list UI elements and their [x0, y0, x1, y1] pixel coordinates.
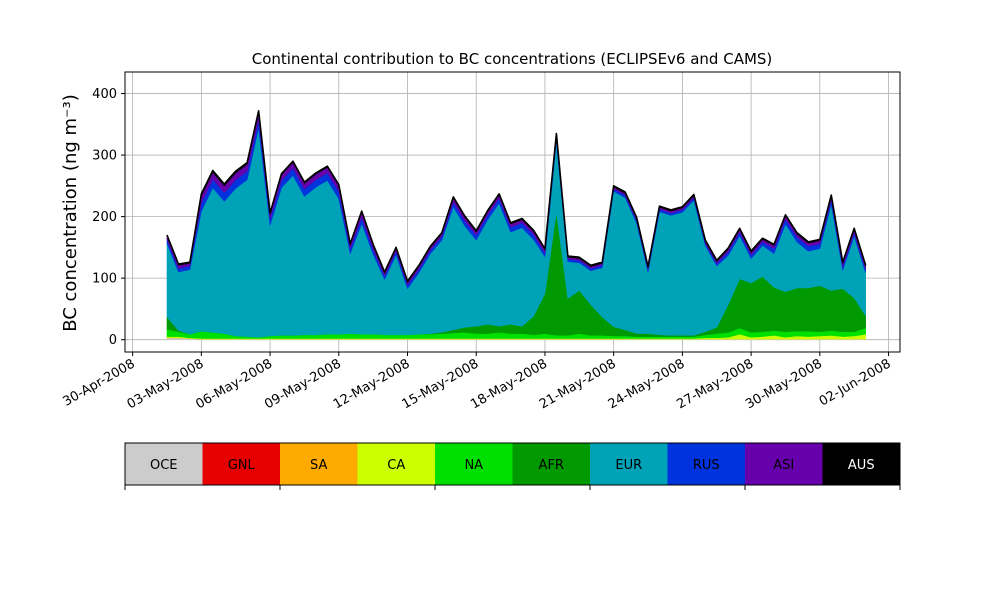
legend-swatch-aus — [822, 443, 900, 485]
y-tick-label: 400 — [92, 87, 117, 102]
legend-swatch-afr — [512, 443, 590, 485]
legend-swatch-asi — [745, 443, 823, 485]
y-tick-label: 0 — [109, 333, 117, 348]
legend-label-aus: AUS — [848, 458, 875, 473]
legend-label-asi: ASI — [773, 458, 794, 473]
legend-label-na: NA — [464, 458, 483, 473]
legend-swatch-na — [435, 443, 513, 485]
total-line — [166, 109, 867, 283]
legend-label-oce: OCE — [150, 458, 178, 473]
legend-label-afr: AFR — [539, 458, 564, 473]
legend-label-rus: RUS — [693, 458, 720, 473]
legend-label-ca: CA — [387, 458, 405, 473]
legend-frame — [124, 442, 901, 486]
stacked-areas — [166, 109, 867, 340]
y-tick-label: 300 — [92, 149, 117, 164]
legend-swatch-eur — [590, 443, 668, 485]
legend-label-eur: EUR — [615, 458, 642, 473]
legend-label-sa: SA — [310, 458, 327, 473]
plot-frame — [124, 71, 901, 353]
chart-title: Continental contribution to BC concentra… — [252, 50, 773, 68]
legend-swatch-rus — [667, 443, 745, 485]
legend-swatch-ca — [357, 443, 435, 485]
legend-swatch-gnl — [202, 443, 280, 485]
y-tick-label: 200 — [92, 210, 117, 225]
legend-label-gnl: GNL — [228, 458, 256, 473]
legend-swatch-sa — [280, 443, 358, 485]
y-axis-label: BC concentration (ng m⁻³) — [60, 94, 81, 332]
legend-swatch-oce — [125, 443, 203, 485]
region-legend-colorbar: OCE GNL SA CA NA AFR EUR RUS ASI AUS — [124, 442, 901, 490]
y-tick-label: 100 — [92, 272, 117, 287]
